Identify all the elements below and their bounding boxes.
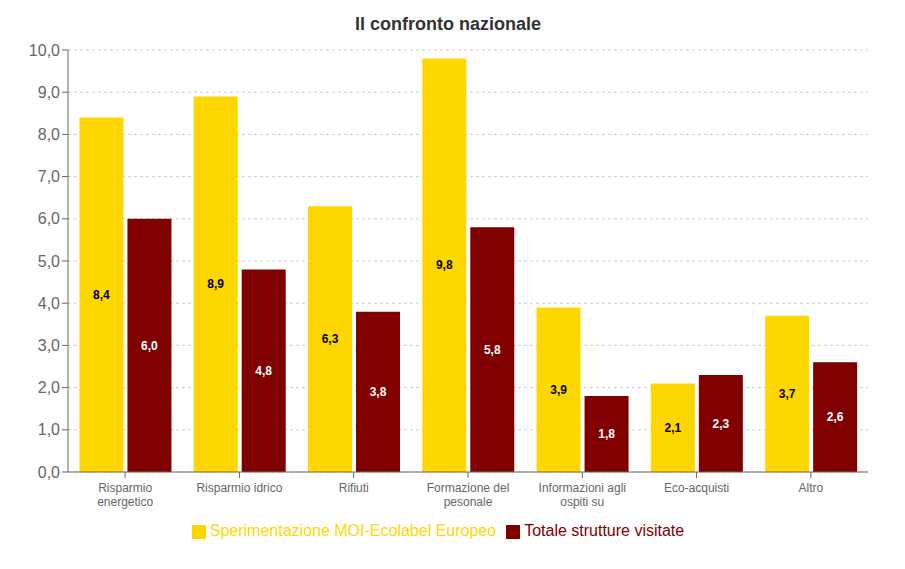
html-text:Sperimentazione MOI-Ecolabel E: Sperimentazione MOI-Ecolabel Europeo (209, 522, 497, 539)
html-text:Totale strutture visitate: Totale strutture visitate (524, 522, 685, 539)
svg-text:6,0: 6,0 (141, 339, 158, 353)
svg-text:5,0: 5,0 (38, 253, 60, 270)
svg-text:4,0: 4,0 (38, 295, 60, 312)
svg-text:0,0: 0,0 (38, 464, 60, 481)
svg-text:Altro: Altro (799, 481, 824, 495)
svg-text:2,1: 2,1 (665, 421, 682, 435)
svg-text:10,0: 10,0 (29, 42, 60, 59)
svg-text:6,0: 6,0 (38, 210, 60, 227)
svg-text:2,6: 2,6 (827, 410, 844, 424)
svg-text:6,3: 6,3 (322, 332, 339, 346)
svg-text:3,0: 3,0 (38, 337, 60, 354)
svg-text:Rifiuti: Rifiuti (339, 481, 369, 495)
svg-text:8,9: 8,9 (207, 277, 224, 291)
svg-text:2,3: 2,3 (713, 417, 730, 431)
svg-text:8,4: 8,4 (93, 288, 110, 302)
svg-text:Informazioni agliospiti su: Informazioni agliospiti su (539, 481, 626, 509)
svg-text:5,8: 5,8 (484, 343, 501, 357)
html-text:Il confronto nazionale: Il confronto nazionale (355, 14, 541, 34)
svg-text:9,8: 9,8 (436, 258, 453, 272)
svg-text:2,0: 2,0 (38, 379, 60, 396)
svg-text:Formazione delpesonale: Formazione delpesonale (427, 481, 510, 509)
svg-text:1,0: 1,0 (38, 421, 60, 438)
svg-text:Risparmio idrico: Risparmio idrico (196, 481, 282, 495)
svg-text:8,0: 8,0 (38, 126, 60, 143)
svg-text:4,8: 4,8 (255, 364, 272, 378)
svg-text:Eco-acquisti: Eco-acquisti (664, 481, 729, 495)
svg-text:7,0: 7,0 (38, 168, 60, 185)
svg-text:3,7: 3,7 (779, 387, 796, 401)
svg-text:3,9: 3,9 (550, 383, 567, 397)
svg-text:3,8: 3,8 (370, 385, 387, 399)
svg-text:9,0: 9,0 (38, 84, 60, 101)
svg-text:1,8: 1,8 (598, 427, 615, 441)
svg-text:Risparmioenergetico: Risparmioenergetico (97, 481, 153, 509)
